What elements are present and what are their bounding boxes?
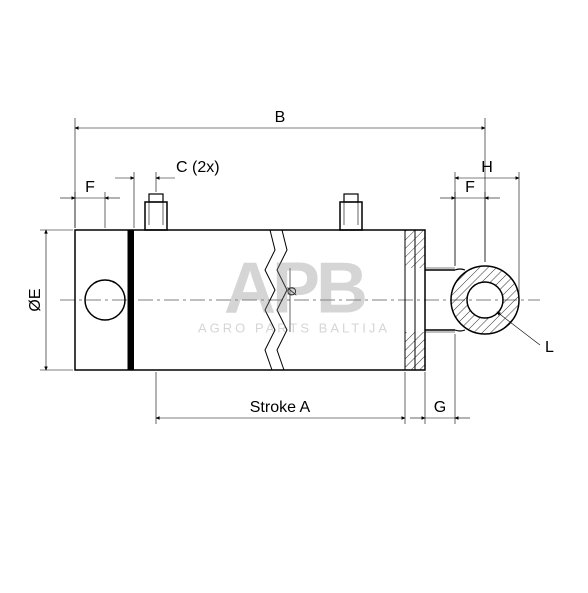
technical-drawing: B C (2x) F H F ØE Stroke (0, 0, 588, 588)
port-right (340, 202, 362, 230)
dim-label-e: ØE (27, 288, 44, 311)
dim-label-g: G (434, 399, 446, 416)
dim-label-h: H (481, 159, 493, 176)
dim-label-l: L (545, 339, 554, 356)
rod-dia-symbol: Ø (285, 287, 299, 296)
dim-label-b: B (275, 109, 286, 126)
dim-label-c: C (2x) (176, 159, 220, 176)
dim-label-f-left: F (85, 179, 95, 196)
port-left (145, 202, 167, 230)
cylinder-svg: B C (2x) F H F ØE Stroke (0, 0, 588, 588)
dim-label-f-right: F (465, 179, 475, 196)
dim-label-a: Stroke A (250, 399, 311, 416)
